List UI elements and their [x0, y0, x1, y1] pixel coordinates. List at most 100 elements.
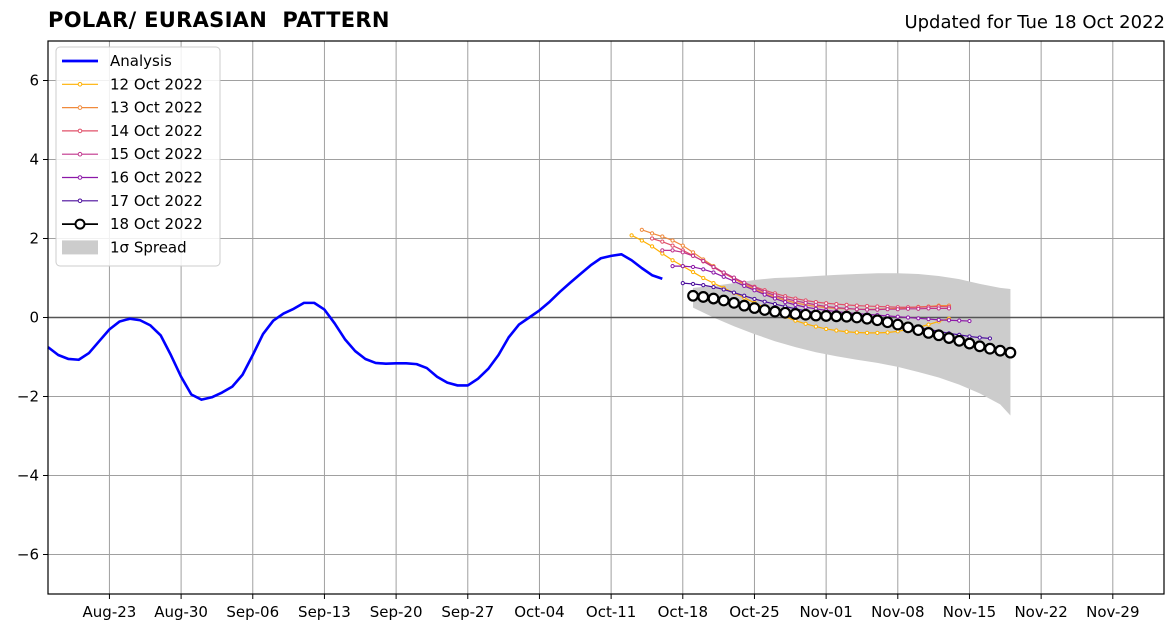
legend-label: 18 Oct 2022 — [110, 215, 203, 233]
y-tick-label: 6 — [29, 72, 39, 90]
legend-marker — [77, 151, 83, 157]
series-point — [690, 269, 696, 275]
legend-label: 1σ Spread — [110, 238, 187, 256]
x-tick-label: Aug-30 — [154, 603, 208, 621]
series-point — [803, 305, 808, 310]
series-point — [793, 302, 798, 307]
series-point — [973, 340, 986, 353]
series-point — [779, 306, 792, 319]
series-point — [742, 293, 747, 298]
x-tick-label: Nov-29 — [1086, 603, 1139, 621]
series-point — [680, 243, 685, 248]
series-point — [963, 337, 976, 350]
series-point — [690, 264, 696, 270]
x-tick-label: Sep-20 — [370, 603, 423, 621]
series-point — [687, 289, 699, 302]
series-point — [649, 231, 655, 236]
series-point — [690, 281, 696, 287]
legend-marker — [77, 198, 83, 204]
series-point — [844, 302, 849, 307]
legend: Analysis 12 Oct 2022 13 Oct 2022 14 Oct 202… — [55, 46, 221, 267]
series-point — [629, 233, 634, 238]
series-point — [967, 334, 972, 339]
series-point — [762, 299, 767, 304]
legend-label: 16 Oct 2022 — [110, 169, 203, 187]
legend-entry: 12 Oct 2022 — [62, 75, 203, 93]
series-15-oct-2022 — [660, 248, 952, 312]
y-axis: −6 −4 −2 0 2 4 6 — [17, 72, 48, 564]
series-point — [649, 236, 655, 241]
series-point — [936, 306, 941, 311]
series-point — [871, 314, 884, 327]
legend-label: 17 Oct 2022 — [110, 192, 203, 210]
series-point — [670, 264, 675, 269]
series-point — [840, 310, 853, 323]
series-layer — [629, 227, 1017, 359]
series-point — [660, 248, 665, 253]
series-point — [885, 307, 890, 312]
series-point — [875, 330, 880, 336]
series-point — [864, 303, 870, 309]
legend-marker — [77, 128, 83, 134]
series-point — [953, 334, 966, 347]
series-point — [639, 227, 644, 232]
series-point — [649, 244, 655, 249]
series-16-oct-2022 — [670, 264, 972, 324]
y-tick-label: 4 — [29, 151, 39, 169]
x-tick-label: Nov-15 — [943, 603, 996, 621]
series-point — [680, 281, 685, 286]
series-point — [707, 292, 720, 305]
series-point — [926, 322, 931, 327]
series-point — [994, 344, 1007, 357]
series-point — [854, 307, 859, 312]
x-tick-label: Nov-08 — [871, 603, 924, 621]
legend-entry: 17 Oct 2022 — [62, 192, 203, 210]
x-tick-label: Oct-25 — [729, 603, 779, 621]
series-point — [943, 332, 955, 344]
series-point — [721, 274, 726, 279]
series-point — [789, 308, 802, 320]
series-point — [854, 330, 859, 335]
series-point — [721, 270, 726, 275]
series-point — [731, 279, 737, 284]
series-18-oct-2022 — [687, 289, 1017, 359]
legend-label: 12 Oct 2022 — [110, 75, 203, 93]
series-point — [701, 258, 706, 264]
series-point — [946, 306, 952, 311]
series-point — [752, 296, 757, 302]
x-tick-label: Sep-13 — [298, 603, 351, 621]
chart-title: POLAR/ EURASIAN PATTERN — [48, 8, 390, 32]
series-point — [830, 310, 843, 323]
legend-swatch — [62, 240, 98, 255]
series-point — [946, 318, 952, 323]
series-point — [916, 316, 921, 321]
series-point — [680, 250, 685, 255]
legend-entry: 1σ Spread — [62, 238, 187, 256]
series-point — [824, 304, 829, 309]
series-point — [861, 312, 873, 325]
series-point — [680, 264, 685, 269]
series-point — [717, 294, 730, 307]
series-point — [1004, 346, 1017, 359]
series-point — [670, 238, 675, 243]
legend-entry: 16 Oct 2022 — [62, 169, 203, 187]
series-point — [850, 311, 863, 324]
y-tick-label: −2 — [17, 388, 39, 406]
series-point — [844, 329, 849, 334]
series-point — [752, 288, 757, 293]
series-point — [854, 303, 859, 308]
series-point — [834, 305, 839, 310]
x-tick-label: Nov-22 — [1014, 603, 1067, 621]
x-tick-label: Sep-06 — [226, 603, 279, 621]
series-point — [936, 317, 941, 322]
legend-entry: 13 Oct 2022 — [62, 99, 203, 117]
series-point — [824, 326, 829, 332]
series-point — [905, 315, 911, 320]
legend-entry: Analysis — [62, 52, 172, 70]
series-point — [803, 321, 808, 326]
series-point — [912, 324, 925, 337]
x-axis: Aug-23 Aug-30 Sep-06 Sep-13 Sep-20 Sep-27 Oct-… — [83, 594, 1139, 621]
series-point — [701, 267, 706, 272]
series-point — [864, 307, 870, 312]
series-point — [881, 316, 894, 329]
